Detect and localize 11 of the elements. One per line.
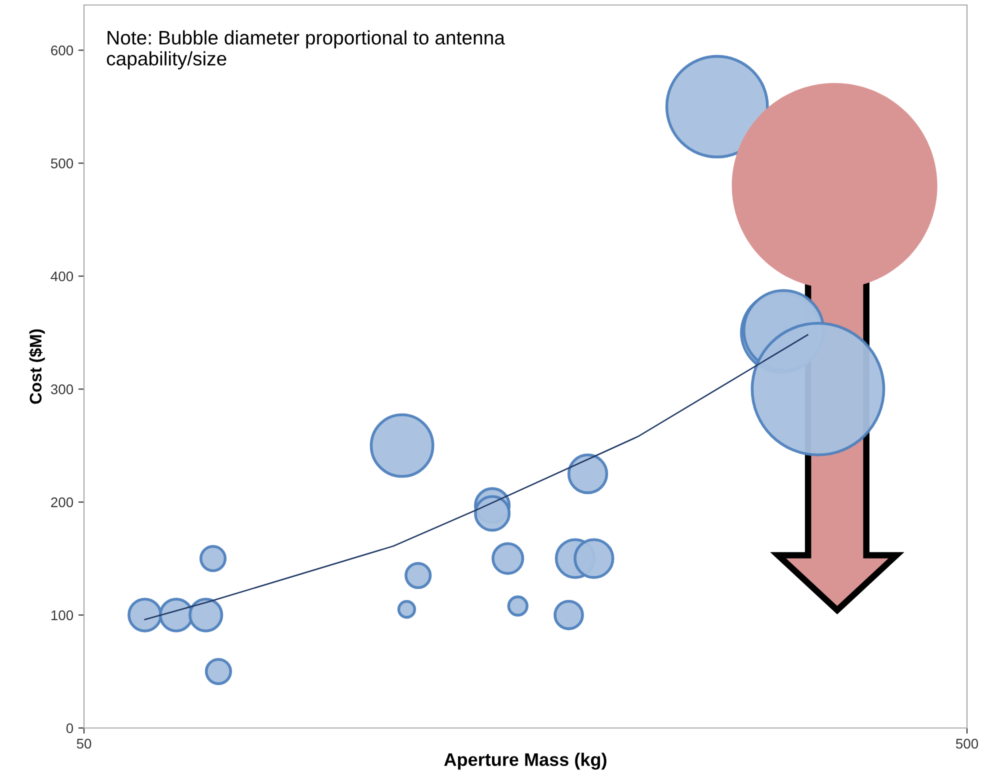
y-tick-label: 0 bbox=[66, 723, 74, 734]
y-tick-label: 600 bbox=[51, 46, 74, 56]
y-tick-label: 200 bbox=[51, 497, 74, 508]
y-tick-label: 100 bbox=[51, 610, 74, 620]
y-axis-title: Cost ($M) bbox=[29, 329, 45, 404]
annotation: Note: Bubble diameter proportional to antenna capability/size bbox=[106, 30, 505, 70]
y-tick-label: 400 bbox=[50, 271, 74, 282]
x-axis-title: Aperture Mass (kg) bbox=[444, 752, 606, 770]
y-tick-label: 500 bbox=[50, 158, 74, 168]
x-tick-label: 50 bbox=[76, 738, 92, 749]
y-tick-label: 300 bbox=[50, 384, 74, 394]
